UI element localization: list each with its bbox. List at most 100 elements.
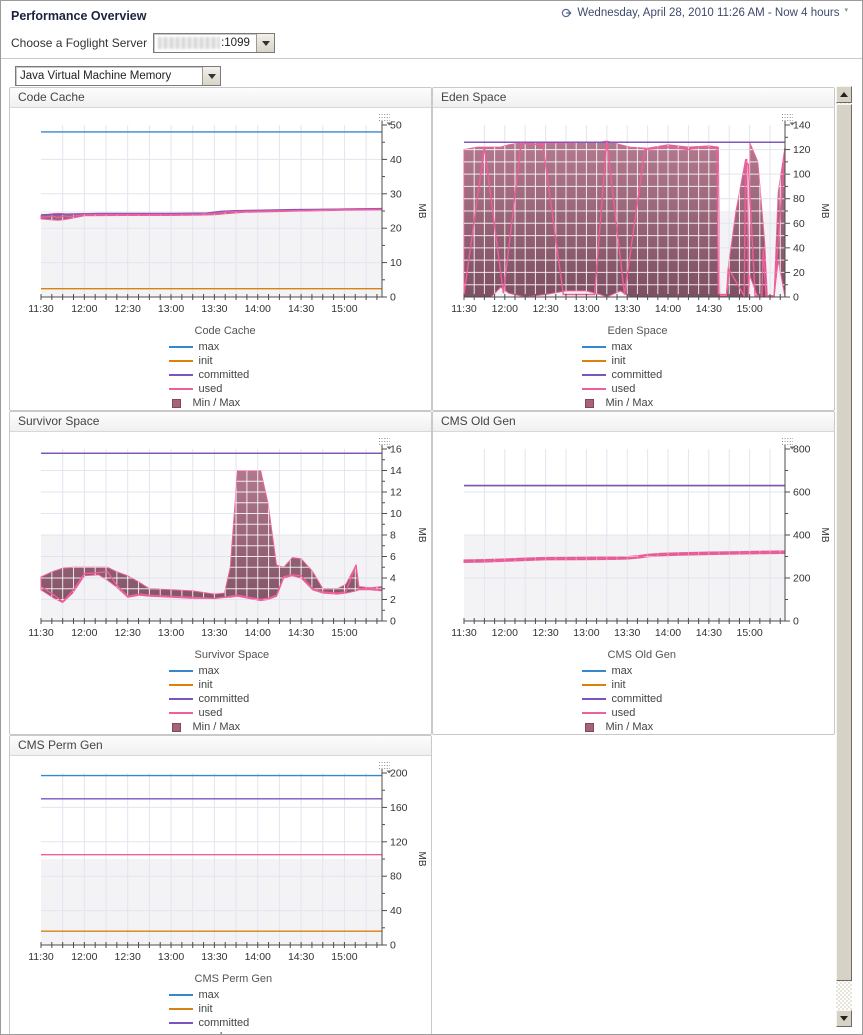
svg-text:20: 20 bbox=[793, 267, 805, 279]
server-selector-label: Choose a Foglight Server bbox=[11, 36, 148, 50]
svg-text:12:30: 12:30 bbox=[532, 627, 558, 639]
legend-item-minmax: Min / Max bbox=[169, 396, 273, 410]
legend-item-used: used bbox=[581, 382, 686, 396]
chart-panel: CMS Perm Gen 11:30 12:00 12:30 13:00 13:30 14… bbox=[9, 735, 432, 1034]
triangle-down-icon bbox=[840, 1016, 848, 1021]
legend-label: used bbox=[198, 383, 223, 395]
server-port-text: :1099 bbox=[221, 37, 250, 49]
legend-item-used: used bbox=[581, 706, 686, 720]
vertical-scrollbar[interactable] bbox=[836, 86, 852, 1027]
legend-label: used bbox=[198, 707, 223, 719]
legend-title: CMS Old Gen bbox=[607, 649, 676, 661]
chart-panel: Eden Space 11:30 12:00 12:30 13:00 13:30 14:0… bbox=[432, 87, 835, 411]
metric-select-dropdown-button[interactable] bbox=[202, 67, 220, 85]
chart-panel-body: 11:30 12:00 12:30 13:00 13:30 14:00 14:30 15:00… bbox=[10, 432, 431, 734]
legend-item-max: max bbox=[581, 340, 686, 354]
time-range-label: Wednesday, April 28, 2010 11:26 AM - Now… bbox=[577, 7, 840, 19]
chart-options-icon[interactable] bbox=[378, 113, 393, 126]
svg-text:11:30: 11:30 bbox=[28, 951, 54, 963]
svg-text:14:30: 14:30 bbox=[288, 951, 314, 963]
charts-grid: Code Cache 11:30 12:00 12:30 13:00 13:30 14:0… bbox=[9, 87, 835, 1034]
chart-panel-header: Survivor Space bbox=[10, 412, 431, 432]
scroll-up-button[interactable] bbox=[836, 86, 852, 103]
server-select-dropdown-button[interactable] bbox=[256, 34, 275, 52]
svg-text:0: 0 bbox=[390, 940, 396, 952]
svg-text:600: 600 bbox=[793, 487, 811, 499]
chart-svg: 11:30 12:00 12:30 13:00 13:30 14:00 14:30 15:00… bbox=[28, 768, 427, 964]
chart-panel: Survivor Space 11:30 12:00 12:30 13:00 13:30… bbox=[9, 411, 432, 735]
svg-text:10: 10 bbox=[390, 508, 402, 520]
svg-text:12:30: 12:30 bbox=[115, 627, 141, 639]
legend-item-committed: committed bbox=[168, 692, 273, 706]
chart-canvas: 11:30 12:00 12:30 13:00 13:30 14:00 14:30 15:00… bbox=[436, 435, 831, 647]
legend-label: max bbox=[611, 341, 633, 353]
legend-item-committed: committed bbox=[168, 368, 273, 382]
legend-item-max: max bbox=[581, 664, 686, 678]
chart-canvas: 11:30 12:00 12:30 13:00 13:30 14:00 14:30 15:00… bbox=[13, 435, 428, 647]
legend-label: init bbox=[611, 679, 626, 691]
svg-text:14:00: 14:00 bbox=[655, 303, 681, 315]
legend-label: committed bbox=[611, 369, 663, 381]
init-line-swatch bbox=[581, 360, 606, 362]
chevron-down-icon bbox=[261, 40, 270, 46]
legend-title: CMS Perm Gen bbox=[194, 973, 273, 985]
chart-panel-title: CMS Perm Gen bbox=[18, 738, 103, 752]
header-separator bbox=[1, 58, 862, 59]
chart-svg: 11:30 12:00 12:30 13:00 13:30 14:00 14:30 15:00… bbox=[28, 444, 427, 640]
metric-select[interactable]: Java Virtual Machine Memory bbox=[15, 66, 221, 86]
chart-panel-body: 11:30 12:00 12:30 13:00 13:30 14:00 14:30 15:00… bbox=[433, 108, 834, 410]
svg-text:12: 12 bbox=[390, 487, 402, 499]
init-line-swatch bbox=[581, 684, 606, 686]
foglight-server-select[interactable]: :1099 bbox=[153, 33, 276, 53]
chart-options-icon[interactable] bbox=[378, 437, 393, 450]
chart-panel: CMS Old Gen 11:30 12:00 12:30 13:00 13:30 14:… bbox=[432, 411, 835, 735]
scroll-down-button[interactable] bbox=[836, 1010, 852, 1027]
used-line-swatch bbox=[581, 712, 606, 714]
chart-panel-header: Code Cache bbox=[10, 88, 431, 108]
svg-text:11:30: 11:30 bbox=[28, 627, 54, 639]
max-line-swatch bbox=[168, 994, 193, 996]
svg-text:12:00: 12:00 bbox=[492, 627, 518, 639]
svg-text:13:00: 13:00 bbox=[573, 627, 599, 639]
chart-svg: 11:30 12:00 12:30 13:00 13:30 14:00 14:30 15:00… bbox=[28, 120, 427, 316]
used-line-swatch bbox=[168, 712, 193, 714]
svg-text:0: 0 bbox=[390, 616, 396, 628]
svg-text:13:30: 13:30 bbox=[614, 627, 640, 639]
legend-label: Min / Max bbox=[605, 721, 654, 733]
chart-panel-body: 11:30 12:00 12:30 13:00 13:30 14:00 14:30 15:00… bbox=[10, 756, 431, 1034]
svg-text:13:00: 13:00 bbox=[158, 951, 184, 963]
metric-select-value: Java Virtual Machine Memory bbox=[20, 70, 172, 82]
svg-text:40: 40 bbox=[390, 154, 402, 166]
legend-label: committed bbox=[198, 369, 250, 381]
svg-text:0: 0 bbox=[793, 616, 799, 628]
chart-options-icon[interactable] bbox=[781, 437, 796, 450]
time-range-control[interactable]: Wednesday, April 28, 2010 11:26 AM - Now… bbox=[561, 7, 848, 19]
chart-options-icon[interactable] bbox=[781, 113, 796, 126]
legend-item-max: max bbox=[168, 664, 273, 678]
legend-item-init: init bbox=[168, 1002, 273, 1016]
scrollbar-thumb[interactable] bbox=[836, 104, 852, 981]
svg-text:12:30: 12:30 bbox=[115, 951, 141, 963]
svg-text:16: 16 bbox=[390, 444, 402, 456]
svg-text:14:00: 14:00 bbox=[245, 303, 271, 315]
legend-item-init: init bbox=[168, 354, 273, 368]
time-range-caret-icon[interactable]: ▾ bbox=[844, 7, 848, 14]
committed-line-swatch bbox=[168, 698, 193, 700]
legend-item-committed: committed bbox=[581, 692, 686, 706]
svg-text:12:00: 12:00 bbox=[71, 303, 97, 315]
svg-text:15:00: 15:00 bbox=[331, 303, 357, 315]
legend-label: committed bbox=[198, 1017, 250, 1029]
svg-text:14:00: 14:00 bbox=[655, 627, 681, 639]
chart-options-icon[interactable] bbox=[378, 761, 393, 774]
legend-item-max: max bbox=[168, 988, 273, 1002]
init-line-swatch bbox=[168, 1008, 193, 1010]
legend-label: max bbox=[198, 341, 220, 353]
max-line-swatch bbox=[168, 346, 193, 348]
svg-text:14: 14 bbox=[390, 465, 402, 477]
svg-text:14:30: 14:30 bbox=[288, 627, 314, 639]
chart-legend: CMS Old Gen max init committed used bbox=[581, 649, 686, 734]
svg-text:100: 100 bbox=[793, 169, 811, 181]
svg-text:13:30: 13:30 bbox=[614, 303, 640, 315]
chart-panel-header: Eden Space bbox=[433, 88, 834, 108]
legend-item-minmax: Min / Max bbox=[582, 396, 686, 410]
